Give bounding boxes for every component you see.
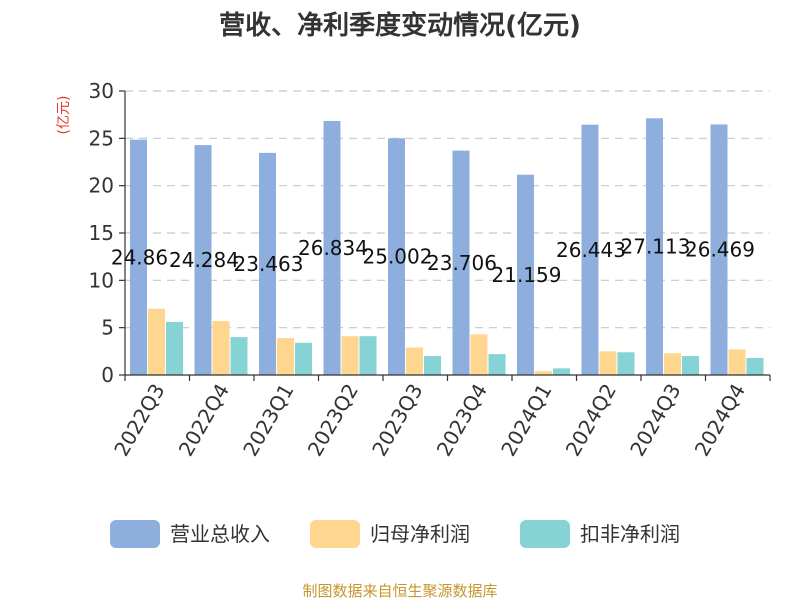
bar <box>470 334 488 375</box>
bar <box>553 368 570 375</box>
y-tick-label: 20 <box>89 174 114 198</box>
bar <box>599 351 617 375</box>
data-label: 23.706 <box>427 251 497 275</box>
legend-label: 扣非净利润 <box>580 522 680 546</box>
legend-swatch <box>110 520 160 548</box>
legend-swatch <box>520 520 570 548</box>
bars <box>130 118 764 376</box>
bar <box>581 124 599 375</box>
bar <box>388 138 405 375</box>
x-tick-label: 2023Q2 <box>303 380 363 461</box>
y-tick-label: 5 <box>101 316 114 340</box>
bar <box>646 118 663 376</box>
legend-label: 营业总收入 <box>170 522 270 546</box>
bar <box>424 356 441 375</box>
data-label: 25.002 <box>363 245 433 269</box>
data-label: 27.113 <box>621 235 691 259</box>
bar <box>617 352 635 375</box>
source-note: 制图数据来自恒生聚源数据库 <box>302 582 497 600</box>
data-label: 21.159 <box>492 263 562 287</box>
data-label: 24.284 <box>169 248 239 272</box>
y-tick-label: 30 <box>89 79 114 103</box>
bar <box>323 120 341 375</box>
x-tick-label: 2024Q3 <box>625 380 685 461</box>
data-labels: 24.86 24.28423.46326.83425.00223.70621.15… <box>111 235 755 287</box>
bar <box>277 338 294 375</box>
bar <box>710 124 728 375</box>
bar <box>259 152 276 375</box>
x-tick-label: 2024Q4 <box>690 380 750 461</box>
bar <box>194 145 212 375</box>
bar <box>488 354 506 375</box>
data-label: 23.463 <box>234 252 304 276</box>
y-tick-label: 25 <box>89 126 114 150</box>
gridlines <box>125 90 770 329</box>
data-label: 26.834 <box>298 236 368 260</box>
bar <box>359 336 377 375</box>
data-label: 24.86 <box>111 245 168 269</box>
y-tick-label: 10 <box>89 268 114 292</box>
bar <box>295 342 312 375</box>
y-tick-label: 15 <box>89 221 114 245</box>
data-label: 26.443 <box>556 238 626 262</box>
bar <box>452 150 470 375</box>
x-tick-label: 2024Q1 <box>496 380 556 461</box>
x-tick-label: 2022Q3 <box>109 380 169 461</box>
bar <box>406 347 423 375</box>
bar <box>148 308 165 375</box>
bar <box>746 357 764 375</box>
bar <box>130 139 147 375</box>
x-tick-label: 2024Q2 <box>561 380 621 461</box>
bar <box>517 174 534 375</box>
bar <box>341 336 359 375</box>
bar <box>166 321 183 375</box>
legend-label: 归母净利润 <box>370 522 470 546</box>
bar <box>664 353 681 375</box>
bar <box>230 337 248 375</box>
bar <box>682 356 699 375</box>
x-tick-label: 2022Q4 <box>174 380 234 461</box>
y-tick-label: 0 <box>101 363 114 387</box>
x-tick-label: 2023Q3 <box>367 380 427 461</box>
bar <box>212 321 230 375</box>
y-axis-label: (亿元) <box>56 96 72 135</box>
x-tick-label: 2023Q1 <box>238 380 298 461</box>
legend: 营业总收入 归母净利润 扣非净利润 <box>110 520 680 548</box>
bar <box>728 349 746 375</box>
bar <box>535 371 552 375</box>
data-label: 26.469 <box>685 238 755 262</box>
x-tick-label: 2023Q4 <box>432 380 492 461</box>
legend-swatch <box>310 520 360 548</box>
chart-title: 营收、净利季度变动情况(亿元) <box>219 10 581 41</box>
